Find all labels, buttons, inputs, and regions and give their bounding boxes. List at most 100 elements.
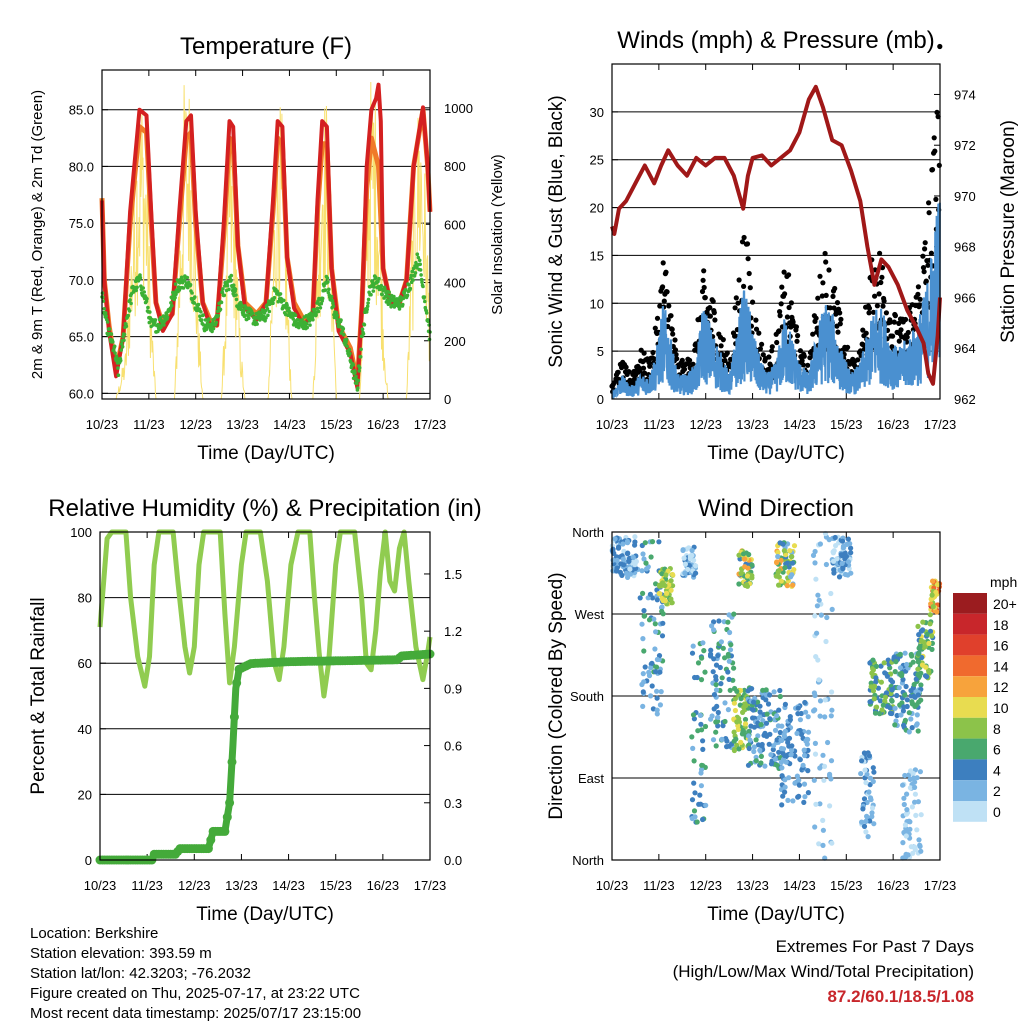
gust-point <box>801 353 807 359</box>
humidity-title: Relative Humidity (%) & Precipitation (i… <box>48 495 481 522</box>
direction-point <box>747 737 753 743</box>
dewpoint-point <box>318 306 323 310</box>
direction-point <box>728 642 734 648</box>
y-tick-label: 5 <box>597 344 604 359</box>
dewpoint-point <box>119 342 124 346</box>
y-tick-label: 85.0 <box>69 103 94 118</box>
dewpoint-point <box>305 321 309 326</box>
dewpoint-point <box>326 280 330 284</box>
dewpoint-point <box>405 293 410 298</box>
direction-frame <box>611 531 941 861</box>
winds-title: Winds (mph) & Pressure (mb) <box>617 27 934 54</box>
gust-point <box>728 356 734 362</box>
dewpoint-point <box>387 294 391 299</box>
dewpoint-point <box>164 312 169 317</box>
winds-xlabel: Time (Day/UTC) <box>707 443 845 464</box>
dewpoint-point <box>401 302 405 307</box>
direction-point <box>863 829 869 835</box>
direction-point <box>689 734 695 740</box>
dewpoint-point <box>229 279 233 283</box>
direction-point <box>779 765 785 771</box>
direction-point <box>880 702 886 708</box>
dewpoint-point <box>198 314 202 319</box>
gust-point <box>745 256 751 262</box>
gust-point <box>757 346 764 352</box>
direction-point <box>760 718 766 724</box>
direction-point <box>840 545 847 551</box>
station-info: Location: Berkshire Station elevation: 3… <box>30 924 361 1024</box>
direction-point <box>691 758 697 764</box>
direction-point <box>789 560 796 566</box>
direction-point <box>902 717 909 724</box>
legend-swatch <box>953 593 987 614</box>
direction-point <box>861 750 868 756</box>
direction-point <box>703 802 709 808</box>
gust-point <box>651 356 657 362</box>
direction-point <box>758 753 765 760</box>
relative-humidity-series <box>97 529 433 699</box>
y2-tick-label: 1000 <box>444 101 473 116</box>
gust-point <box>925 262 931 268</box>
direction-point <box>882 670 888 676</box>
y-tick-label: 0 <box>597 392 604 407</box>
direction-point <box>741 704 747 710</box>
direction-point <box>864 771 870 777</box>
legend-label: 6 <box>993 742 1001 758</box>
direction-point <box>908 716 914 722</box>
gust-point <box>810 331 816 337</box>
direction-point <box>782 565 788 571</box>
direction-point <box>892 705 898 711</box>
gust-point <box>736 277 742 283</box>
direction-point <box>836 574 843 580</box>
legend-swatch <box>953 738 987 760</box>
dewpoint-point <box>413 271 418 275</box>
direction-point <box>817 765 823 771</box>
gust-point <box>739 239 746 245</box>
latlon-text: Station lat/lon: 42.3203; -76.2032 <box>30 965 252 982</box>
y2-tick-label: 200 <box>444 334 466 349</box>
direction-point <box>869 810 875 816</box>
dewpoint-point <box>362 323 367 327</box>
dewpoint-point <box>219 300 224 305</box>
direction-point <box>716 618 722 624</box>
direction-point <box>820 827 827 833</box>
gust-point <box>669 326 675 332</box>
direction-point <box>933 589 939 596</box>
dewpoint-point <box>369 292 373 297</box>
dewpoint-point <box>365 307 370 312</box>
gust-point <box>769 344 775 350</box>
direction-point <box>640 636 646 642</box>
direction-point <box>830 550 837 556</box>
direction-point <box>870 657 876 663</box>
direction-point <box>725 653 731 659</box>
direction-point <box>738 696 744 702</box>
direction-point <box>909 701 916 707</box>
dewpoint-point <box>134 288 138 293</box>
direction-point <box>763 720 770 726</box>
direction-point <box>934 609 940 615</box>
direction-point <box>860 806 866 812</box>
dewpoint-point <box>221 287 225 291</box>
direction-point <box>656 539 662 545</box>
direction-point <box>640 689 646 695</box>
dewpoint-point <box>403 287 408 292</box>
direction-point <box>692 674 698 681</box>
direction-point <box>654 695 660 701</box>
direction-point <box>882 694 889 700</box>
y2-tick-label: 0.6 <box>444 739 462 754</box>
direction-point <box>900 855 906 861</box>
direction-point <box>934 582 941 588</box>
y-tick-label: North <box>572 525 604 540</box>
gust-point <box>830 293 836 299</box>
y-tick-label: 100 <box>70 525 92 540</box>
direction-point <box>732 707 739 714</box>
direction-point <box>745 762 752 768</box>
direction-point <box>802 699 808 706</box>
direction-point <box>654 656 661 663</box>
dewpoint-point <box>409 273 414 278</box>
direction-point <box>868 797 874 803</box>
direction-point <box>753 758 759 764</box>
gust-point <box>883 310 890 316</box>
direction-point <box>917 842 923 848</box>
